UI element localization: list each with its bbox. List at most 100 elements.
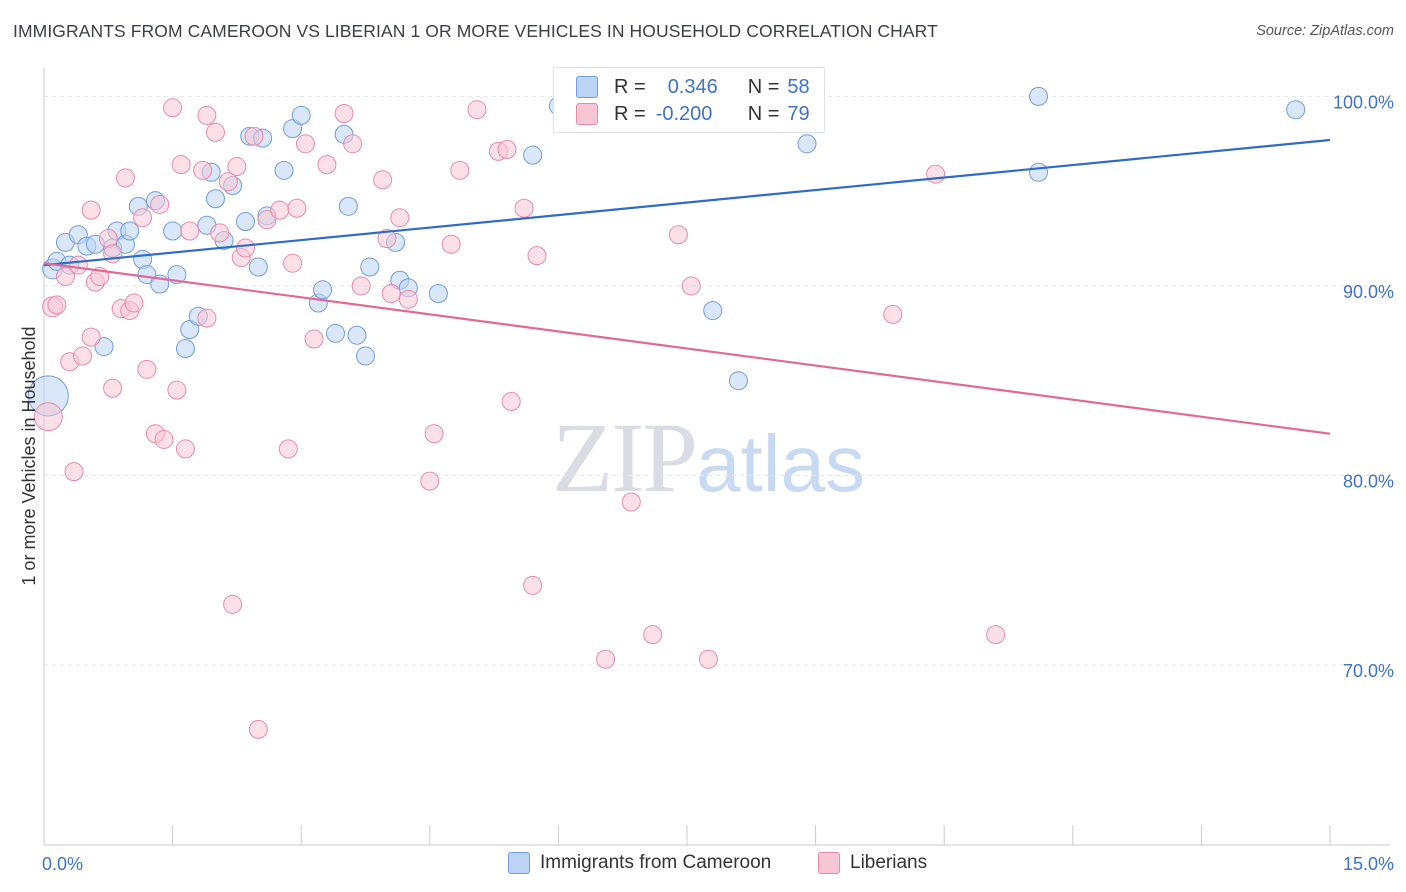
point-liberians (223, 594, 243, 614)
point-cameroon (797, 134, 817, 154)
point-cameroon (291, 105, 311, 125)
legend-n-label: N = (747, 102, 780, 125)
point-liberians (115, 168, 135, 188)
legend-n-value: 58 (787, 75, 810, 98)
point-liberians (33, 402, 63, 432)
point-liberians (47, 295, 67, 315)
point-liberians (390, 208, 410, 228)
legend-swatch-cameroon (576, 76, 598, 98)
series-legend: Immigrants from Cameroon Liberians (0, 850, 1406, 878)
point-liberians (235, 238, 255, 258)
point-liberians (398, 289, 418, 309)
point-liberians (227, 157, 247, 177)
point-liberians (424, 424, 444, 444)
point-liberians (926, 164, 946, 184)
point-cameroon (163, 221, 183, 241)
legend-r-label: R = (614, 75, 646, 98)
legend-r-value: -0.200 (655, 102, 713, 125)
series-swatch-liberians (818, 852, 840, 874)
point-liberians (137, 359, 157, 379)
point-liberians (467, 100, 487, 120)
series-label-cameroon: Immigrants from Cameroon (540, 852, 772, 873)
watermark-zip: ZIP (552, 402, 698, 513)
point-cameroon (205, 189, 225, 209)
point-cameroon (1029, 162, 1049, 182)
series-legend-liberians[interactable]: Liberians (818, 852, 927, 874)
point-liberians (343, 134, 363, 154)
x-tick-label-min: 0.0% (42, 854, 83, 874)
series-label-liberians: Liberians (850, 852, 928, 873)
point-liberians (278, 439, 298, 459)
point-liberians (180, 221, 200, 241)
point-liberians (596, 649, 616, 669)
point-liberians (248, 719, 268, 739)
point-cameroon (325, 323, 345, 343)
axes (43, 68, 1390, 846)
point-cameroon (360, 257, 380, 277)
legend-swatch-liberians (576, 103, 598, 125)
point-cameroon (523, 145, 543, 165)
grid-lines (44, 95, 1390, 666)
point-liberians (64, 462, 84, 482)
y-axis-label: 1 or more Vehicles in Household (19, 326, 39, 585)
point-cameroon (283, 119, 303, 139)
y-tick-label: 70.0% (1343, 661, 1394, 681)
point-liberians (197, 308, 217, 328)
point-liberians (377, 229, 397, 249)
point-liberians (171, 155, 191, 175)
point-liberians (163, 98, 183, 118)
legend-r-label: R = (614, 102, 646, 125)
point-cameroon (728, 371, 748, 391)
point-liberians (373, 170, 393, 190)
point-liberians (317, 155, 337, 175)
point-liberians (124, 293, 144, 313)
trend-line-liberians (43, 262, 1331, 435)
point-liberians (450, 160, 470, 180)
point-liberians (270, 200, 290, 220)
point-cameroon (274, 160, 294, 180)
point-liberians (351, 276, 371, 296)
point-liberians (154, 429, 174, 449)
point-liberians (68, 255, 88, 275)
point-liberians (73, 346, 93, 366)
point-liberians (304, 329, 324, 349)
point-liberians (218, 172, 238, 192)
point-liberians (205, 122, 225, 142)
point-liberians (420, 471, 440, 491)
point-cameroon (428, 284, 448, 304)
point-cameroon (313, 280, 333, 300)
point-liberians (210, 223, 230, 243)
point-liberians (283, 253, 303, 273)
y-tick-label: 80.0% (1343, 471, 1394, 491)
point-cameroon (1286, 100, 1306, 120)
point-liberians (193, 160, 213, 180)
point-liberians (621, 492, 641, 512)
point-cameroon (94, 337, 114, 357)
legend-r-value: 0.346 (667, 75, 718, 98)
y-tick-label: 100.0% (1333, 92, 1394, 112)
point-liberians (55, 266, 75, 286)
point-cameroon (338, 196, 358, 216)
point-liberians (883, 304, 903, 324)
point-liberians (197, 105, 217, 125)
watermark-atlas: atlas (696, 419, 865, 508)
point-liberians (523, 575, 543, 595)
trend-line-cameroon (43, 138, 1331, 267)
point-liberians (514, 198, 534, 218)
point-cameroon (120, 221, 140, 241)
point-liberians (668, 225, 688, 245)
point-cameroon (248, 257, 268, 277)
point-cameroon (167, 265, 187, 285)
point-liberians (167, 380, 187, 400)
point-liberians (175, 439, 195, 459)
point-liberians (643, 625, 663, 645)
point-liberians (81, 327, 101, 347)
data-points (27, 86, 1306, 739)
point-liberians (501, 392, 521, 412)
point-liberians (244, 126, 264, 146)
point-liberians (133, 208, 153, 228)
series-legend-cameroon[interactable]: Immigrants from Cameroon (508, 852, 771, 874)
point-liberians (681, 276, 701, 296)
point-cameroon (356, 346, 375, 366)
